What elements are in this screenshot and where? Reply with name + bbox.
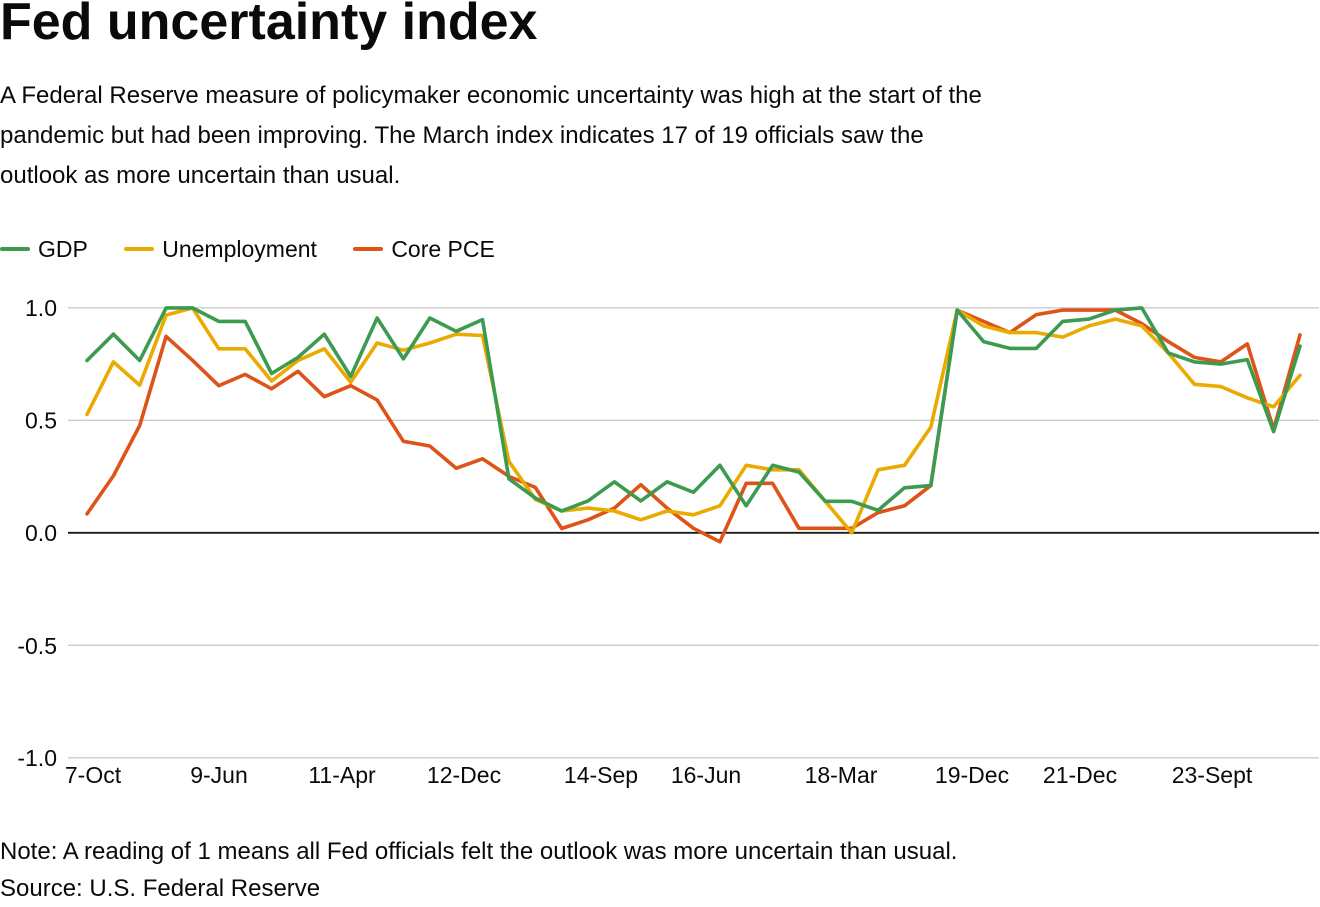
svg-text:1.0: 1.0: [25, 295, 57, 321]
svg-text:9-Jun: 9-Jun: [190, 762, 248, 788]
svg-text:-0.5: -0.5: [17, 633, 57, 659]
svg-text:-1.0: -1.0: [17, 745, 57, 771]
svg-text:14-Sep: 14-Sep: [564, 762, 638, 788]
svg-text:23-Sept: 23-Sept: [1172, 762, 1253, 788]
svg-text:11-Apr: 11-Apr: [308, 762, 376, 788]
svg-text:0.5: 0.5: [25, 408, 57, 434]
svg-text:0.0: 0.0: [25, 520, 57, 546]
svg-text:16-Jun: 16-Jun: [671, 762, 741, 788]
svg-text:7-Oct: 7-Oct: [65, 762, 122, 788]
svg-text:18-Mar: 18-Mar: [805, 762, 878, 788]
svg-text:19-Dec: 19-Dec: [935, 762, 1009, 788]
svg-text:12-Dec: 12-Dec: [427, 762, 501, 788]
svg-text:21-Dec: 21-Dec: [1043, 762, 1117, 788]
